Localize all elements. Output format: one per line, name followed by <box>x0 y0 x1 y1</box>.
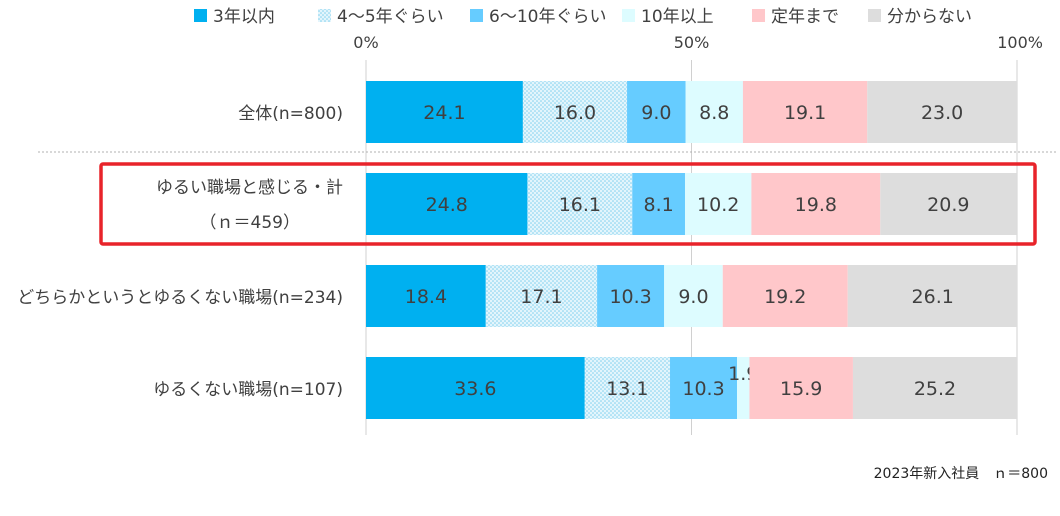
data-label: 10.3 <box>609 286 651 308</box>
data-label: 24.1 <box>423 102 465 124</box>
data-label: 26.1 <box>912 286 954 308</box>
bar-segment <box>722 265 848 327</box>
legend-label: 分からない <box>887 7 972 27</box>
legend-swatch <box>194 9 207 22</box>
bar-segment <box>742 81 868 143</box>
category-label-sub: （ｎ＝459） <box>200 213 300 233</box>
legend-label: 10年以上 <box>641 7 714 27</box>
data-label: 15.9 <box>780 378 822 400</box>
legend-label: 定年まで <box>771 7 839 27</box>
x-tick-label: 0% <box>353 33 378 52</box>
legend: 3年以内 4～5年ぐらい 6～10年ぐらい 10年以上 定年まで 分からない <box>194 7 972 27</box>
bar-segment <box>880 173 1017 235</box>
legend-label: 3年以内 <box>213 7 275 27</box>
data-label: 16.0 <box>554 102 596 124</box>
data-label: 18.4 <box>405 286 447 308</box>
bar-segment <box>522 81 628 143</box>
legend-swatch <box>752 9 765 22</box>
x-tick-label: 100% <box>997 33 1043 52</box>
bar-segment <box>366 357 585 419</box>
bar-segment <box>627 81 686 143</box>
data-label: 13.1 <box>606 378 648 400</box>
data-label: 19.8 <box>795 194 837 216</box>
x-axis-ticks: 0% 50% 100% <box>353 33 1043 52</box>
legend-swatch <box>622 9 635 22</box>
data-label: 10.3 <box>682 378 724 400</box>
bar-segment <box>584 357 671 419</box>
bar-segment <box>749 357 853 419</box>
data-label: 10.2 <box>697 194 739 216</box>
category-labels: 全体(n=800) ゆるい職場と感じる・計 （ｎ＝459） どちらかというとゆるくない… <box>17 104 343 400</box>
legend-swatch <box>318 9 331 22</box>
bar-segment <box>847 265 1018 327</box>
bar-segment <box>366 173 528 235</box>
category-label: ゆるくない職場(n=107) <box>153 380 343 400</box>
bar-segment <box>852 357 1017 419</box>
data-label: 20.9 <box>927 194 969 216</box>
bar-segment <box>867 81 1017 143</box>
bar-segment <box>670 357 738 419</box>
bar-segment <box>527 173 633 235</box>
sample-note: 2023年新入社員 ｎ＝800 <box>873 466 1048 482</box>
data-label: 19.2 <box>764 286 806 308</box>
bar-segment <box>737 357 750 419</box>
data-label: 24.8 <box>426 194 468 216</box>
legend-label: 4～5年ぐらい <box>337 7 444 27</box>
data-label: 33.6 <box>454 378 496 400</box>
legend-swatch <box>470 9 483 22</box>
data-label: 23.0 <box>921 102 963 124</box>
bar-segment <box>366 81 523 143</box>
bar-segment <box>685 81 743 143</box>
bar-segment <box>366 265 486 327</box>
data-label: 9.0 <box>641 102 671 124</box>
legend-label: 6～10年ぐらい <box>489 7 606 27</box>
highlight <box>99 162 1037 246</box>
bar-segment <box>632 173 685 235</box>
x-tick-label: 50% <box>674 33 710 52</box>
data-label: 9.0 <box>678 286 708 308</box>
bar-segment <box>664 265 723 327</box>
bar-segment <box>597 265 665 327</box>
bar-segment <box>485 265 598 327</box>
data-label: 17.1 <box>520 286 562 308</box>
legend-swatch <box>868 9 881 22</box>
highlight-box <box>99 162 1037 246</box>
data-label: 16.1 <box>559 194 601 216</box>
category-label: どちらかというとゆるくない職場(n=234) <box>17 288 343 308</box>
bar-segment <box>751 173 881 235</box>
data-label: 8.8 <box>699 102 729 124</box>
category-label: 全体(n=800) <box>238 104 343 124</box>
bar-segment <box>684 173 752 235</box>
data-label: 19.1 <box>784 102 826 124</box>
category-label: ゆるい職場と感じる・計 <box>156 178 343 198</box>
bars: 24.1 16.0 9.0 8.8 19.1 23.0 24.8 16.1 8.1 10.2 19.… <box>366 81 1018 419</box>
data-label: 25.2 <box>914 378 956 400</box>
data-label: 8.1 <box>644 194 674 216</box>
